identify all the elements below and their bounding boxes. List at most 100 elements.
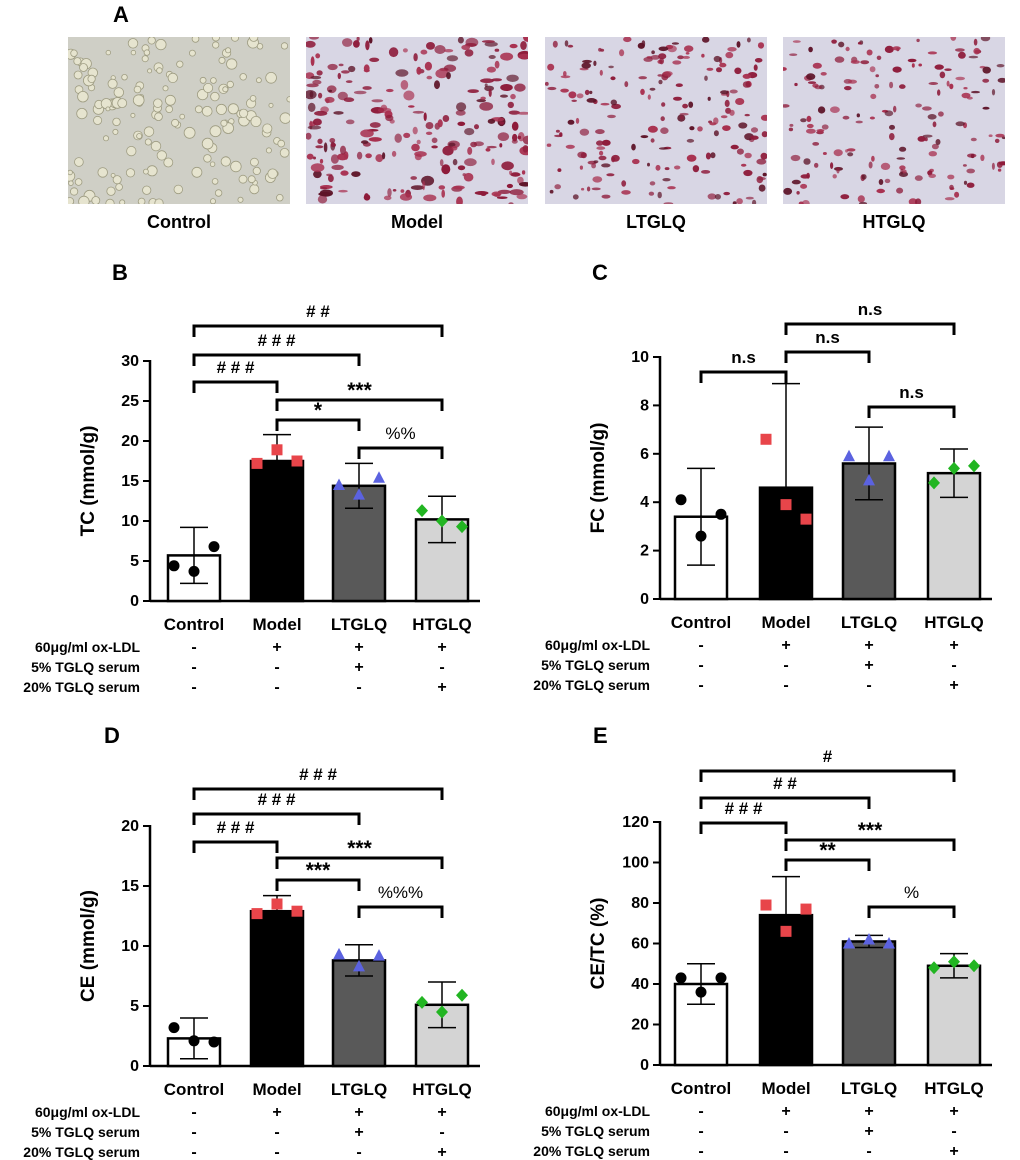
significance-label-d-4: *** bbox=[306, 859, 331, 882]
treatment-sign-e-1-0: - bbox=[698, 1123, 703, 1140]
category-label-d-0: Control bbox=[164, 1080, 224, 1099]
data-point-b-3-1 bbox=[436, 514, 448, 528]
treatment-sign-d-1-2: + bbox=[354, 1124, 363, 1141]
data-point-c-3-1 bbox=[948, 461, 960, 475]
treatment-sign-e-2-2: - bbox=[866, 1143, 871, 1160]
micrograph-label-control: Control bbox=[147, 212, 211, 232]
treatment-label-d-0: 60μg/ml ox-LDL bbox=[35, 1104, 140, 1120]
significance-bracket-e-0 bbox=[699, 769, 956, 782]
data-point-b-2-2 bbox=[373, 471, 385, 483]
treatment-sign-d-0-2: + bbox=[354, 1104, 363, 1121]
significance-bracket-e-4 bbox=[784, 858, 871, 871]
treatment-sign-e-0-3: + bbox=[949, 1103, 958, 1120]
treatment-sign-c-0-2: + bbox=[864, 637, 873, 654]
micrograph-control bbox=[68, 37, 290, 204]
significance-bracket-c-0 bbox=[784, 322, 956, 335]
y-tick-label-e: 60 bbox=[631, 936, 649, 953]
treatment-sign-c-0-1: + bbox=[781, 637, 790, 654]
treatment-label-c-2: 20% TGLQ serum bbox=[533, 677, 650, 693]
y-axis-label-e: CE/TC (%) bbox=[588, 898, 609, 990]
treatment-sign-d-0-0: - bbox=[191, 1104, 196, 1121]
significance-label-e-1: # # bbox=[773, 774, 797, 793]
panel-letter-b: B bbox=[112, 260, 128, 285]
y-tick-label-c: 6 bbox=[640, 446, 649, 463]
data-point-c-1-2 bbox=[800, 513, 812, 525]
treatment-label-e-1: 5% TGLQ serum bbox=[541, 1123, 650, 1139]
y-tick-label-d: 10 bbox=[121, 938, 139, 955]
treatment-label-b-2: 20% TGLQ serum bbox=[23, 679, 140, 695]
data-point-c-0-0 bbox=[675, 494, 687, 506]
treatment-sign-c-0-0: - bbox=[698, 637, 703, 654]
treatment-sign-b-1-0: - bbox=[191, 659, 196, 676]
y-tick-label-e: 0 bbox=[640, 1057, 649, 1074]
significance-bracket-d-3 bbox=[275, 856, 444, 869]
significance-bracket-b-5 bbox=[357, 446, 444, 459]
data-point-b-1-2 bbox=[291, 455, 303, 467]
y-axis-label-b: TC (mmol/g) bbox=[78, 426, 99, 537]
category-label-d-3: HTGLQ bbox=[412, 1080, 472, 1099]
micrograph-label-model: Model bbox=[391, 212, 443, 232]
micrograph-model bbox=[306, 37, 528, 204]
significance-label-c-0: n.s bbox=[858, 300, 883, 319]
data-point-b-0-2 bbox=[208, 541, 220, 553]
significance-label-b-2: # # # bbox=[217, 358, 255, 377]
treatment-sign-e-2-0: - bbox=[698, 1143, 703, 1160]
data-point-c-2-2 bbox=[883, 449, 895, 462]
treatment-sign-d-2-1: - bbox=[274, 1144, 279, 1160]
significance-label-c-3: n.s bbox=[899, 383, 924, 402]
data-point-e-3-2 bbox=[968, 959, 980, 973]
treatment-sign-e-0-2: + bbox=[864, 1103, 873, 1120]
significance-label-b-3: *** bbox=[347, 379, 372, 402]
significance-bracket-b-3 bbox=[275, 398, 444, 411]
treatment-sign-c-2-2: - bbox=[866, 677, 871, 694]
significance-label-b-4: * bbox=[314, 399, 323, 422]
significance-bracket-d-0 bbox=[192, 787, 444, 800]
significance-bracket-b-0 bbox=[192, 324, 444, 337]
treatment-label-d-1: 5% TGLQ serum bbox=[31, 1124, 140, 1140]
treatment-sign-b-0-3: + bbox=[437, 639, 446, 656]
treatment-sign-c-1-0: - bbox=[698, 657, 703, 674]
significance-bracket-e-2 bbox=[699, 821, 788, 834]
category-label-d-1: Model bbox=[252, 1080, 301, 1099]
treatment-sign-c-2-0: - bbox=[698, 677, 703, 694]
significance-label-c-1: n.s bbox=[815, 328, 840, 347]
significance-label-e-0: # bbox=[823, 747, 833, 766]
treatment-sign-b-2-3: + bbox=[437, 679, 446, 696]
category-label-e-1: Model bbox=[761, 1079, 810, 1098]
treatment-sign-d-1-1: - bbox=[274, 1124, 279, 1141]
y-tick-label-b: 10 bbox=[121, 513, 139, 530]
data-point-e-2-0 bbox=[843, 937, 855, 949]
significance-bracket-b-4 bbox=[275, 418, 361, 431]
y-tick-label-c: 2 bbox=[640, 543, 649, 560]
treatment-label-d-2: 20% TGLQ serum bbox=[23, 1144, 140, 1160]
significance-bracket-e-1 bbox=[699, 796, 871, 809]
treatment-sign-e-2-1: - bbox=[783, 1143, 788, 1160]
treatment-sign-e-0-0: - bbox=[698, 1103, 703, 1120]
data-point-d-3-1 bbox=[436, 1005, 448, 1019]
y-tick-label-e: 120 bbox=[622, 814, 649, 831]
data-point-c-3-0 bbox=[928, 476, 940, 490]
y-tick-label-d: 20 bbox=[121, 818, 139, 835]
significance-bracket-e-3 bbox=[784, 838, 956, 851]
treatment-sign-d-1-3: - bbox=[439, 1124, 444, 1141]
significance-label-e-4: ** bbox=[819, 839, 836, 862]
treatment-sign-e-2-3: + bbox=[949, 1143, 958, 1160]
treatment-sign-e-1-3: - bbox=[951, 1123, 956, 1140]
significance-label-c-2: n.s bbox=[731, 348, 756, 367]
y-tick-label-c: 0 bbox=[640, 591, 649, 608]
data-point-d-3-0 bbox=[416, 995, 428, 1009]
y-tick-label-c: 4 bbox=[640, 494, 649, 511]
data-point-d-1-2 bbox=[291, 905, 303, 917]
bar-d-1 bbox=[249, 909, 305, 1068]
category-label-b-2: LTGLQ bbox=[331, 615, 387, 634]
data-point-c-0-1 bbox=[695, 530, 707, 542]
y-tick-label-c: 8 bbox=[640, 397, 649, 414]
data-point-c-1-1 bbox=[780, 499, 792, 511]
treatment-sign-c-1-2: + bbox=[864, 657, 873, 674]
category-label-d-2: LTGLQ bbox=[331, 1080, 387, 1099]
significance-label-d-5: %%% bbox=[378, 883, 423, 902]
treatment-sign-c-1-3: - bbox=[951, 657, 956, 674]
significance-label-b-5: %% bbox=[385, 424, 415, 443]
treatment-sign-b-1-1: - bbox=[274, 659, 279, 676]
data-point-e-2-2 bbox=[883, 937, 895, 949]
